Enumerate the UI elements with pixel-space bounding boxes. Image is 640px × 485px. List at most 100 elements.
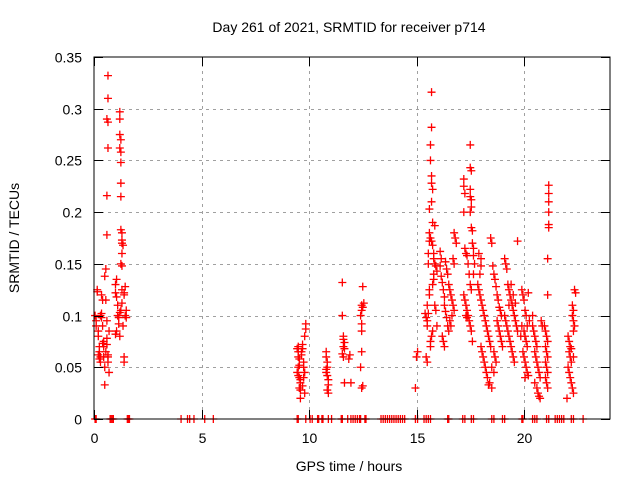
data-point [438, 278, 447, 287]
data-point [357, 306, 366, 315]
data-point [444, 327, 453, 336]
data-point [492, 358, 501, 367]
data-point [115, 107, 124, 116]
data-point [530, 332, 539, 341]
data-point [300, 368, 309, 377]
data-point [105, 368, 114, 377]
data-point [501, 316, 510, 325]
data-point [569, 327, 578, 336]
data-point [102, 340, 111, 349]
data-point [452, 239, 461, 248]
data-point [116, 135, 125, 144]
data-point [544, 197, 553, 206]
data-points [91, 71, 588, 423]
data-point [501, 259, 510, 268]
data-point [94, 350, 103, 359]
data-point [502, 265, 511, 274]
data-point [518, 347, 527, 356]
data-point [102, 191, 111, 200]
data-point [482, 368, 491, 377]
data-point [460, 189, 469, 198]
data-point [296, 394, 305, 403]
data-point [450, 259, 459, 268]
data-point [423, 321, 432, 330]
data-point [426, 342, 435, 351]
data-point [423, 358, 432, 367]
data-point [298, 340, 307, 349]
data-point [542, 347, 551, 356]
data-point [535, 368, 544, 377]
data-point [536, 394, 545, 403]
data-point [111, 330, 120, 339]
data-point [466, 280, 475, 289]
data-point [493, 290, 502, 299]
data-point [95, 355, 104, 364]
data-point [537, 316, 546, 325]
data-point [473, 280, 482, 289]
data-point [115, 332, 124, 341]
data-point [492, 282, 501, 291]
data-point [103, 144, 112, 153]
data-point [544, 181, 553, 190]
data-point [460, 244, 469, 253]
data-point [446, 290, 455, 299]
data-point [432, 321, 441, 330]
data-point [490, 275, 499, 284]
data-point [568, 383, 577, 392]
data-point [544, 189, 553, 198]
data-point [442, 265, 451, 274]
data-point [429, 254, 438, 263]
data-point [466, 140, 475, 149]
data-point [460, 296, 469, 305]
data-point [498, 342, 507, 351]
data-point [121, 282, 130, 291]
data-point [525, 316, 534, 325]
data-point [508, 347, 517, 356]
data-point [98, 321, 107, 330]
data-point [450, 228, 459, 237]
data-point [469, 251, 478, 260]
data-point [541, 327, 550, 336]
data-point [428, 327, 437, 336]
x-tick-label: 5 [199, 430, 207, 446]
data-point [425, 285, 434, 294]
data-point [569, 316, 578, 325]
data-point [523, 342, 532, 351]
data-point [111, 288, 120, 297]
data-point [412, 352, 421, 361]
data-point [358, 282, 367, 291]
data-point [521, 358, 530, 367]
data-point [117, 249, 126, 258]
data-point [532, 358, 541, 367]
data-point [300, 389, 309, 398]
data-point [116, 148, 125, 157]
data-point [528, 321, 537, 330]
data-point [494, 296, 503, 305]
data-point [461, 301, 470, 310]
data-point [100, 272, 109, 281]
data-point [486, 234, 495, 242]
data-point [120, 290, 129, 299]
data-point [116, 179, 125, 188]
data-point [103, 350, 112, 359]
data-point [518, 290, 527, 299]
data-point [411, 383, 420, 392]
data-point [487, 239, 496, 248]
data-point [483, 327, 492, 336]
data-point [437, 254, 446, 263]
data-point [517, 285, 526, 294]
data-point [449, 254, 458, 263]
data-point [440, 342, 449, 351]
data-point [533, 363, 542, 372]
data-point [477, 342, 485, 351]
data-point [479, 352, 488, 361]
data-point [468, 337, 477, 346]
y-tick-label: 0.15 [55, 257, 82, 273]
data-point [493, 316, 502, 325]
data-point [496, 332, 505, 341]
data-point [119, 241, 128, 250]
data-point [101, 265, 110, 274]
data-point [475, 270, 484, 279]
data-point [423, 301, 432, 310]
